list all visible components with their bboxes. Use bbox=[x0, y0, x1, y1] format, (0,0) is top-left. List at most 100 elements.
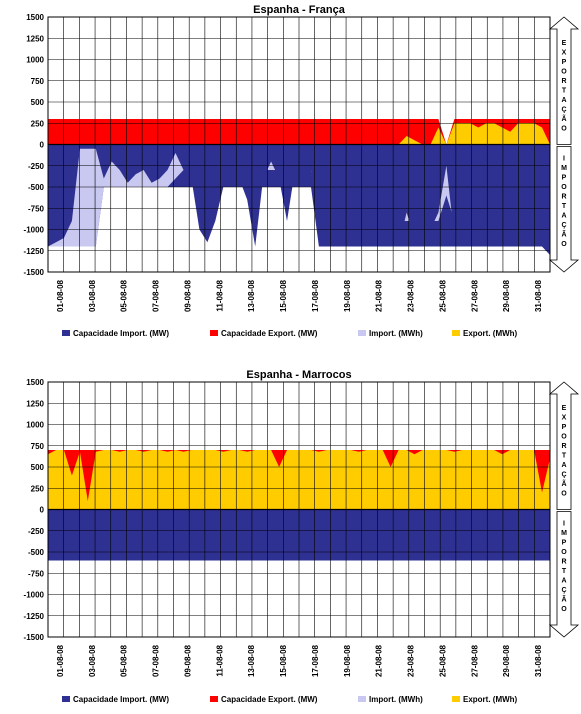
import-arrow-letter: O bbox=[561, 184, 567, 191]
x-tick-label: 13-08-08 bbox=[247, 644, 256, 677]
y-tick-label: 0 bbox=[40, 141, 45, 150]
export-arrow-letter: X bbox=[562, 50, 567, 57]
x-tick-label: 29-08-08 bbox=[502, 279, 511, 312]
import-arrow bbox=[548, 511, 580, 638]
import-arrow-letter: A bbox=[561, 213, 566, 220]
import-arrow-letter: Ç bbox=[561, 587, 566, 594]
x-tick-label: 09-08-08 bbox=[183, 644, 192, 677]
x-tick-label: 25-08-08 bbox=[438, 279, 447, 312]
x-tick-label: 05-08-08 bbox=[120, 279, 129, 312]
export-arrow-letter: Ã bbox=[561, 114, 566, 123]
y-tick-label: 250 bbox=[31, 484, 45, 493]
y-tick-label: 1000 bbox=[26, 421, 44, 430]
import-arrow-letter: I bbox=[563, 156, 565, 163]
x-tick-label: 29-08-08 bbox=[502, 644, 511, 677]
x-tick-label: 21-08-08 bbox=[375, 644, 384, 677]
legend-swatch bbox=[358, 330, 366, 336]
legend-swatch bbox=[452, 696, 460, 702]
x-tick-label: 15-08-08 bbox=[279, 644, 288, 677]
y-tick-label: -1250 bbox=[24, 612, 45, 621]
legend-label: Capacidade Import. (MW) bbox=[73, 329, 169, 338]
export-arrow-letter: R bbox=[561, 78, 566, 85]
y-tick-label: -1250 bbox=[24, 247, 45, 256]
chart-1: Espanha - França 1500 1250 1000 750 500 250 0 -2… bbox=[24, 4, 580, 338]
legend-swatch bbox=[210, 330, 218, 336]
export-arrow-letter: Ç bbox=[561, 472, 566, 479]
import-arrow-letter: P bbox=[562, 175, 567, 182]
export-arrow-letter: T bbox=[562, 88, 567, 95]
x-tick-label: 21-08-08 bbox=[375, 279, 384, 312]
x-tick-label: 11-08-08 bbox=[215, 279, 224, 311]
x-tick-label: 17-08-08 bbox=[311, 279, 320, 312]
y-tick-label: 1000 bbox=[26, 56, 44, 65]
y-tick-label: -750 bbox=[28, 204, 45, 213]
plot-border bbox=[47, 16, 551, 273]
x-tick-label: 05-08-08 bbox=[120, 644, 129, 677]
legend-swatch bbox=[62, 696, 70, 702]
import-arrow-letter: O bbox=[561, 241, 567, 248]
y-tick-label: 1500 bbox=[26, 378, 44, 387]
x-tick-label: 23-08-08 bbox=[407, 279, 416, 312]
export-arrow-letter: E bbox=[562, 405, 567, 412]
x-tick-label: 15-08-08 bbox=[279, 279, 288, 312]
x-tick-label: 31-08-08 bbox=[534, 644, 543, 677]
x-tick-label: 09-08-08 bbox=[183, 279, 192, 312]
series-export bbox=[48, 123, 550, 145]
import-arrow-letter: Ç bbox=[561, 222, 566, 229]
export-arrow bbox=[548, 381, 580, 510]
y-tick-label: 0 bbox=[40, 506, 45, 515]
import-arrow-letter: M bbox=[561, 165, 567, 172]
x-tick-label: 31-08-08 bbox=[534, 279, 543, 312]
export-arrow-letter: X bbox=[562, 415, 567, 422]
export-arrow bbox=[548, 16, 580, 145]
import-arrow-letter: I bbox=[563, 521, 565, 528]
import-arrow-letter: T bbox=[562, 203, 567, 210]
x-tick-label: 01-08-08 bbox=[56, 279, 65, 312]
x-tick-label: 19-08-08 bbox=[343, 279, 352, 312]
x-tick-label: 23-08-08 bbox=[407, 644, 416, 677]
legend-swatch bbox=[210, 696, 218, 702]
y-tick-label: -250 bbox=[28, 527, 45, 536]
x-tick-label: 01-08-08 bbox=[56, 644, 65, 677]
export-arrow-letter: O bbox=[561, 434, 567, 441]
y-tick-label: 1500 bbox=[26, 13, 44, 22]
legend-swatch bbox=[62, 330, 70, 336]
y-tick-label: 500 bbox=[31, 98, 45, 107]
legend-label: Import. (MWh) bbox=[369, 329, 423, 338]
y-tick-label: 1250 bbox=[26, 399, 44, 408]
legend-label: Export. (MWh) bbox=[463, 329, 518, 338]
x-tick-label: 17-08-08 bbox=[311, 644, 320, 677]
chart-title: Espanha - Marrocos bbox=[246, 369, 351, 381]
chart-2: Espanha - Marrocos 1500 1250 1000 750 500 250 0… bbox=[24, 369, 580, 704]
import-arrow-letter: P bbox=[562, 540, 567, 547]
x-tick-label: 07-08-08 bbox=[152, 644, 161, 677]
legend-label: Export. (MWh) bbox=[463, 695, 518, 704]
import-arrow-letter: O bbox=[561, 606, 567, 613]
export-arrow-letter: Ã bbox=[561, 479, 566, 488]
legend-label: Capacidade Export. (MW) bbox=[221, 695, 318, 704]
export-arrow-letter: T bbox=[562, 453, 567, 460]
legend-label: Capacidade Import. (MW) bbox=[73, 695, 169, 704]
y-tick-label: -750 bbox=[28, 569, 45, 578]
x-tick-label: 03-08-08 bbox=[88, 279, 97, 312]
import-arrow-letter: R bbox=[561, 194, 566, 201]
chart-title: Espanha - França bbox=[253, 4, 346, 16]
y-tick-label: -500 bbox=[28, 548, 45, 557]
x-tick-label: 11-08-08 bbox=[215, 644, 224, 676]
legend-label: Import. (MWh) bbox=[369, 695, 423, 704]
import-arrow-letter: Ã bbox=[561, 230, 566, 239]
x-tick-label: 13-08-08 bbox=[247, 279, 256, 312]
y-tick-label: -500 bbox=[28, 183, 45, 192]
y-tick-label: -1000 bbox=[24, 226, 45, 235]
x-tick-label: 19-08-08 bbox=[343, 644, 352, 677]
x-tick-label: 07-08-08 bbox=[152, 279, 161, 312]
export-arrow-letter: O bbox=[561, 69, 567, 76]
export-arrow-letter: A bbox=[561, 462, 566, 469]
y-tick-label: 500 bbox=[31, 463, 45, 472]
import-arrow-letter: Ã bbox=[561, 595, 566, 604]
x-tick-label: 25-08-08 bbox=[438, 644, 447, 677]
export-arrow-letter: A bbox=[561, 97, 566, 104]
legend-label: Capacidade Export. (MW) bbox=[221, 329, 318, 338]
